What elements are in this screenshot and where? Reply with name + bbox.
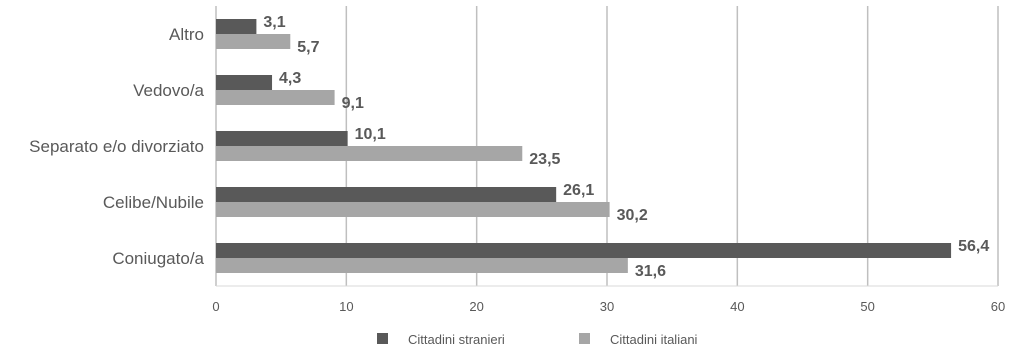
x-tick-label: 0 (212, 299, 219, 314)
legend-swatch (579, 333, 590, 344)
bar-italiani (216, 258, 628, 273)
data-label: 26,1 (563, 182, 594, 199)
category-label: Altro (169, 25, 204, 44)
category-labels: Altro Vedovo/a Separato e/o divorziato Celi… (29, 25, 204, 268)
data-label: 30,2 (617, 207, 648, 224)
x-tick-label: 30 (600, 299, 614, 314)
legend-swatch (377, 333, 388, 344)
x-tick-label: 40 (730, 299, 744, 314)
bar-italiani (216, 146, 523, 161)
data-label: 5,7 (297, 39, 319, 56)
legend-label: Cittadini stranieri (408, 332, 505, 347)
bar-italiani (216, 90, 335, 105)
bar-stranieri (216, 75, 273, 90)
bar-stranieri (216, 131, 348, 146)
data-label: 56,4 (958, 238, 989, 255)
data-label: 4,3 (279, 70, 301, 87)
category-label: Vedovo/a (133, 81, 204, 100)
legend-label: Cittadini italiani (610, 332, 698, 347)
x-tick-label: 10 (339, 299, 353, 314)
bars (216, 19, 952, 273)
bar-italiani (216, 34, 291, 49)
x-tick-label: 20 (469, 299, 483, 314)
category-label: Celibe/Nubile (103, 193, 204, 212)
legend: Cittadini stranieri Cittadini italiani (377, 332, 698, 347)
x-tick-label: 60 (991, 299, 1005, 314)
data-label: 23,5 (529, 151, 560, 168)
bar-italiani (216, 202, 610, 217)
bar-stranieri (216, 19, 257, 34)
data-label: 10,1 (355, 126, 386, 143)
x-tick-label: 50 (860, 299, 874, 314)
data-label: 3,1 (263, 14, 285, 31)
data-label: 9,1 (342, 95, 364, 112)
category-label: Coniugato/a (112, 249, 204, 268)
x-tick-labels: 0 10 20 30 40 50 60 (212, 299, 1005, 314)
data-label: 31,6 (635, 263, 666, 280)
data-labels: 3,1 5,7 4,3 9,1 10,1 23,526,1 30,2 56,4 31,6 (263, 14, 989, 280)
category-label: Separato e/o divorziato (29, 137, 204, 156)
bar-stranieri (216, 187, 557, 202)
bar-stranieri (216, 243, 952, 258)
